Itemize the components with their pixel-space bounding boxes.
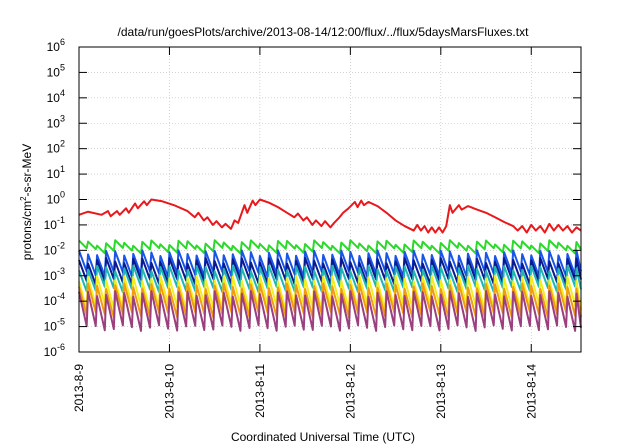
y-axis-label-part1: protons/cm [20, 201, 34, 260]
y-tick-exponent: -6 [57, 342, 65, 352]
series-line [78, 239, 582, 255]
y-tick-exponent: 2 [60, 139, 65, 149]
y-tick-label: 106 [47, 37, 65, 54]
x-tick-label: 2013-8-9 [72, 364, 86, 412]
y-tick-label: 10-1 [44, 215, 65, 232]
y-axis-label-part2: -s-sr-MeV [20, 144, 34, 197]
y-tick-exponent: -5 [57, 317, 65, 327]
y-tick-base: 10 [47, 91, 61, 105]
x-tick-label: 2013-8-10 [162, 364, 176, 419]
y-tick-exponent: 4 [60, 88, 65, 98]
y-tick-label: 101 [47, 164, 65, 181]
y-tick-base: 10 [47, 116, 61, 130]
y-tick-label: 10-4 [44, 291, 65, 308]
y-tick-labels: 10-610-510-410-310-210-11001011021031041… [44, 37, 65, 359]
y-tick-label: 103 [47, 113, 65, 130]
y-tick-exponent: 6 [60, 37, 65, 47]
y-tick-exponent: 3 [60, 113, 65, 123]
y-tick-label: 10-2 [44, 240, 65, 257]
y-tick-label: 10-6 [44, 342, 65, 359]
y-tick-base: 10 [47, 40, 61, 54]
y-tick-base: 10 [44, 243, 58, 257]
x-tick-label: 2013-8-13 [434, 364, 448, 419]
y-axis-label: protons/cm2-s-sr-MeV [19, 144, 34, 260]
y-tick-base: 10 [44, 345, 58, 359]
y-tick-base: 10 [47, 193, 61, 207]
y-tick-base: 10 [44, 218, 58, 232]
y-tick-base: 10 [47, 167, 61, 181]
y-tick-label: 100 [47, 190, 65, 207]
x-tick-label: 2013-8-14 [524, 364, 538, 419]
y-tick-exponent: 0 [60, 190, 65, 200]
y-tick-base: 10 [44, 269, 58, 283]
y-tick-exponent: 5 [60, 62, 65, 72]
y-tick-label: 105 [47, 62, 65, 79]
series-line [78, 290, 582, 332]
chart-title: /data/run/goesPlots/archive/2013-08-14/1… [118, 25, 530, 39]
y-tick-exponent: -2 [57, 240, 65, 250]
series-layer [78, 198, 582, 332]
y-tick-base: 10 [44, 320, 58, 334]
y-tick-base: 10 [44, 294, 58, 308]
y-tick-label: 102 [47, 139, 65, 156]
series-line [78, 198, 582, 234]
x-axis-label: Coordinated Universal Time (UTC) [231, 430, 415, 444]
x-tick-labels: 2013-8-9 2013-8-10 2013-8-11 2013-8-12 2013-… [72, 364, 538, 419]
tick-marks [78, 46, 581, 353]
y-tick-label: 104 [47, 88, 65, 105]
y-tick-base: 10 [47, 65, 61, 79]
y-tick-exponent: 1 [60, 164, 65, 174]
y-axis-label-superscript: 2 [19, 196, 28, 201]
x-tick-label: 2013-8-11 [253, 364, 267, 418]
y-tick-exponent: -1 [57, 215, 65, 225]
y-tick-exponent: -4 [57, 291, 65, 301]
x-tick-label: 2013-8-12 [343, 364, 357, 419]
y-tick-exponent: -3 [57, 266, 65, 276]
y-tick-base: 10 [47, 142, 61, 156]
y-tick-label: 10-3 [44, 266, 65, 283]
y-tick-label: 10-5 [44, 317, 65, 334]
